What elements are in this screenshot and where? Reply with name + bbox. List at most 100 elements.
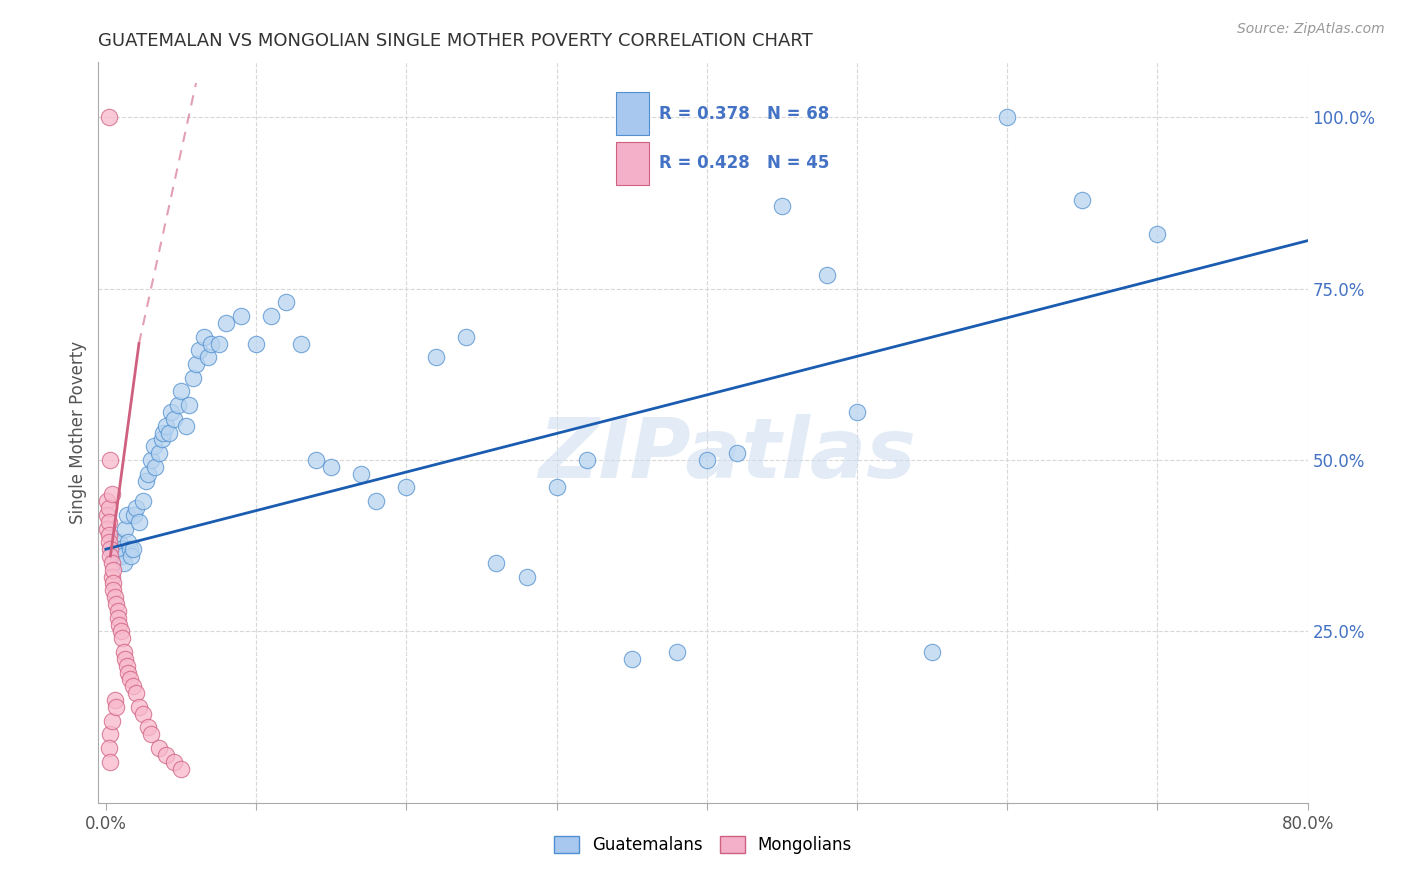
Point xyxy=(162,755,184,769)
Point xyxy=(155,747,177,762)
Point xyxy=(132,494,155,508)
Point xyxy=(104,693,127,707)
Point xyxy=(118,673,141,687)
Point xyxy=(665,645,688,659)
Point xyxy=(150,433,173,447)
Point xyxy=(103,542,125,557)
Point xyxy=(143,439,166,453)
Point xyxy=(100,453,122,467)
Point xyxy=(1146,227,1168,241)
Point xyxy=(107,549,129,563)
Point xyxy=(100,755,122,769)
Point xyxy=(103,576,125,591)
Point xyxy=(815,268,838,282)
Point xyxy=(110,542,132,557)
Point xyxy=(136,467,159,481)
Point xyxy=(115,508,138,522)
Point xyxy=(276,295,298,310)
Point xyxy=(1071,193,1094,207)
Point xyxy=(101,569,124,583)
Point xyxy=(114,522,136,536)
Point xyxy=(995,110,1018,124)
Point xyxy=(110,624,132,639)
Point xyxy=(170,762,193,776)
Point xyxy=(148,446,170,460)
Point xyxy=(117,535,139,549)
Point xyxy=(207,336,229,351)
Point xyxy=(515,569,537,583)
Point xyxy=(321,459,343,474)
Text: GUATEMALAN VS MONGOLIAN SINGLE MOTHER POVERTY CORRELATION CHART: GUATEMALAN VS MONGOLIAN SINGLE MOTHER PO… xyxy=(98,32,813,50)
Point xyxy=(425,350,447,364)
Point xyxy=(395,480,418,494)
Point xyxy=(229,309,252,323)
Point xyxy=(111,632,134,646)
Point xyxy=(139,727,162,741)
Point xyxy=(174,418,197,433)
Point xyxy=(181,371,204,385)
Point xyxy=(197,350,219,364)
Point xyxy=(97,741,120,756)
Point xyxy=(124,508,146,522)
Point xyxy=(157,425,180,440)
Point xyxy=(260,309,283,323)
Legend: Guatemalans, Mongolians: Guatemalans, Mongolians xyxy=(547,830,859,861)
Point xyxy=(125,501,148,516)
Point xyxy=(366,494,388,508)
Point xyxy=(112,556,135,570)
Point xyxy=(290,336,312,351)
Text: Source: ZipAtlas.com: Source: ZipAtlas.com xyxy=(1237,22,1385,37)
Point xyxy=(725,446,748,460)
Point xyxy=(152,425,174,440)
Point xyxy=(132,706,155,721)
Point xyxy=(200,336,222,351)
Point xyxy=(128,515,150,529)
Point xyxy=(485,556,508,570)
Point xyxy=(188,343,211,358)
Point xyxy=(101,714,124,728)
Point xyxy=(100,542,122,557)
Point xyxy=(112,645,135,659)
Point xyxy=(921,645,943,659)
Point xyxy=(96,494,118,508)
Text: ZIPatlas: ZIPatlas xyxy=(538,414,917,495)
Point xyxy=(136,720,159,734)
Point xyxy=(101,556,124,570)
Point xyxy=(170,384,193,399)
Point xyxy=(107,610,129,624)
Point xyxy=(100,549,122,563)
Point xyxy=(148,741,170,756)
Point xyxy=(96,508,118,522)
Point xyxy=(103,563,125,577)
Point xyxy=(162,412,184,426)
Point xyxy=(105,699,128,714)
Point xyxy=(118,542,141,557)
Point xyxy=(167,398,190,412)
Point xyxy=(350,467,373,481)
Point xyxy=(107,604,129,618)
Point xyxy=(114,652,136,666)
Point xyxy=(97,501,120,516)
Point xyxy=(128,699,150,714)
Point xyxy=(105,597,128,611)
Point xyxy=(104,590,127,604)
Point xyxy=(115,658,138,673)
Point xyxy=(122,542,145,557)
Point xyxy=(100,727,122,741)
Point xyxy=(97,110,120,124)
Point xyxy=(159,405,181,419)
Point xyxy=(305,453,328,467)
Point xyxy=(575,453,598,467)
Point xyxy=(111,549,134,563)
Point xyxy=(121,549,143,563)
Point xyxy=(139,453,162,467)
Point xyxy=(215,316,238,330)
Point xyxy=(108,535,131,549)
Point xyxy=(456,329,478,343)
Point xyxy=(97,515,120,529)
Point xyxy=(177,398,200,412)
Point xyxy=(770,199,793,213)
Point xyxy=(122,679,145,693)
Point xyxy=(101,487,124,501)
Point xyxy=(96,522,118,536)
